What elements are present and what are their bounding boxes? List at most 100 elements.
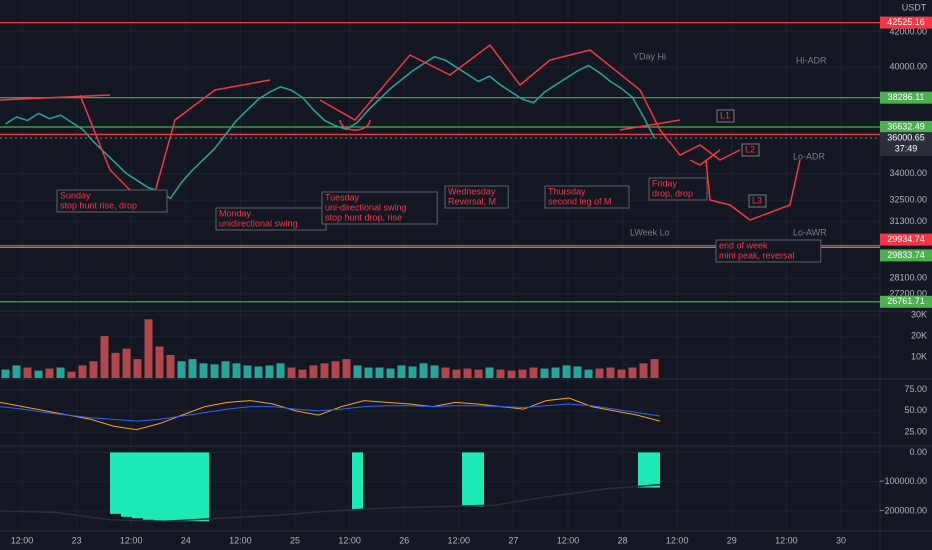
annotation-box bbox=[56, 189, 168, 213]
volume-bar bbox=[34, 370, 43, 378]
volume-bar bbox=[166, 354, 175, 378]
histogram-line bbox=[0, 483, 661, 522]
volume-bar bbox=[67, 371, 76, 378]
volume-bar bbox=[320, 363, 329, 378]
annotation-box bbox=[715, 239, 822, 263]
histogram-bar bbox=[649, 452, 660, 488]
price-tag-label: 42525.16 bbox=[887, 17, 925, 27]
level-tag: L2 bbox=[745, 144, 755, 154]
volume-bar bbox=[430, 365, 439, 378]
level-tag-box bbox=[716, 109, 735, 123]
volume-bar bbox=[397, 365, 406, 378]
price-tag bbox=[880, 233, 932, 246]
y-tick-label: 25.00 bbox=[904, 427, 927, 437]
volume-bar bbox=[353, 365, 362, 378]
indicator-label: LWeek Lo bbox=[630, 227, 670, 237]
y-tick-label: 30K bbox=[911, 309, 927, 319]
volume-bar bbox=[573, 366, 582, 378]
volume-bar bbox=[1, 369, 10, 378]
volume-bar bbox=[199, 363, 208, 378]
price-tag-label: 38286.11 bbox=[888, 92, 925, 102]
hand-drawn-projection bbox=[689, 149, 801, 221]
y-tick-label: 27200.00 bbox=[889, 288, 927, 298]
volume-bar bbox=[628, 367, 637, 378]
time-tick-label: 12:00 bbox=[666, 535, 689, 545]
indicator-label: Hi-ADR bbox=[796, 55, 827, 65]
y-tick-label: 28100.00 bbox=[889, 272, 927, 282]
annotation-text: Monday bbox=[219, 208, 252, 218]
time-tick-label: 23 bbox=[72, 535, 82, 545]
countdown: 37:49 bbox=[895, 144, 918, 154]
volume-bar bbox=[342, 359, 351, 378]
volume-bar bbox=[309, 365, 318, 378]
level-tag: L3 bbox=[752, 195, 762, 205]
histogram-bar bbox=[132, 452, 143, 519]
histogram-bar bbox=[121, 452, 132, 517]
annotation-text: Tuesday bbox=[325, 192, 360, 202]
overlay: 42000.00 40000.00 34000.00 32500.00 31300.00… bbox=[11, 2, 932, 545]
volume-bar bbox=[144, 319, 153, 378]
volume-bar bbox=[221, 361, 230, 378]
histogram-bar bbox=[638, 452, 649, 488]
volume-bar bbox=[507, 370, 516, 378]
annotation-text: Friday bbox=[652, 178, 678, 188]
volume-bar bbox=[45, 368, 54, 378]
volume-bar bbox=[408, 366, 417, 378]
y-tick-label: 20K bbox=[911, 330, 927, 340]
time-tick-label: 12:00 bbox=[557, 535, 580, 545]
time-tick-label: 24 bbox=[181, 535, 191, 545]
volume-bar bbox=[650, 359, 659, 378]
volume-bar bbox=[155, 346, 164, 378]
level-tag-box bbox=[748, 194, 767, 208]
time-tick-label: 12:00 bbox=[338, 535, 361, 545]
volume-bar bbox=[298, 369, 307, 378]
price-tag-label: 26761.71 bbox=[887, 296, 925, 306]
histogram-bar bbox=[154, 452, 165, 522]
price-tag bbox=[880, 249, 932, 262]
volume-bar bbox=[56, 367, 65, 378]
volume-bar bbox=[210, 364, 219, 378]
annotation-box bbox=[648, 177, 708, 201]
volume-bar bbox=[78, 365, 87, 378]
last-price-tag bbox=[880, 132, 932, 157]
histogram-bar bbox=[110, 452, 121, 514]
indicator-label: YDay Hi bbox=[633, 51, 666, 61]
volume-bar bbox=[177, 361, 186, 378]
volume-bar bbox=[265, 365, 274, 378]
annotation-text: uni-directional swing bbox=[325, 202, 407, 212]
price-tag-label: 36632.49 bbox=[887, 121, 925, 131]
time-tick-label: 28 bbox=[618, 535, 628, 545]
volume-bar bbox=[133, 359, 142, 378]
annotation-text: mini peak, reversal bbox=[719, 250, 795, 260]
volume-bar bbox=[276, 363, 285, 378]
volume-bar bbox=[122, 348, 131, 378]
time-tick-label: 12:00 bbox=[448, 535, 471, 545]
time-tick-label: 12:00 bbox=[120, 535, 143, 545]
currency-label: USDT bbox=[902, 2, 927, 12]
time-tick-label: 27 bbox=[508, 535, 518, 545]
time-tick-label: 12:00 bbox=[11, 535, 34, 545]
last-price-label: 36000.65 bbox=[887, 133, 925, 143]
volume-bar bbox=[529, 367, 538, 378]
volume-bar bbox=[331, 361, 340, 378]
histogram-bar bbox=[176, 452, 187, 522]
price-line bbox=[5, 55, 656, 200]
volume-bar bbox=[386, 368, 395, 378]
volume-bar bbox=[419, 363, 428, 378]
time-tick-label: 26 bbox=[399, 535, 409, 545]
annotation-box bbox=[544, 185, 630, 209]
volume-bar bbox=[595, 368, 604, 378]
y-tick-label: −200000.00 bbox=[879, 505, 927, 515]
drawings bbox=[0, 43, 801, 221]
volume-bar bbox=[375, 367, 384, 378]
volume-bar bbox=[23, 367, 32, 378]
volume-bar bbox=[364, 367, 373, 378]
volume-bar bbox=[540, 368, 549, 378]
histogram-bar bbox=[473, 452, 484, 507]
time-tick-label: 25 bbox=[290, 535, 300, 545]
annotation-text: end of week bbox=[719, 240, 768, 250]
volume-bar bbox=[254, 366, 263, 378]
y-tick-label: 75.00 bbox=[904, 384, 927, 394]
